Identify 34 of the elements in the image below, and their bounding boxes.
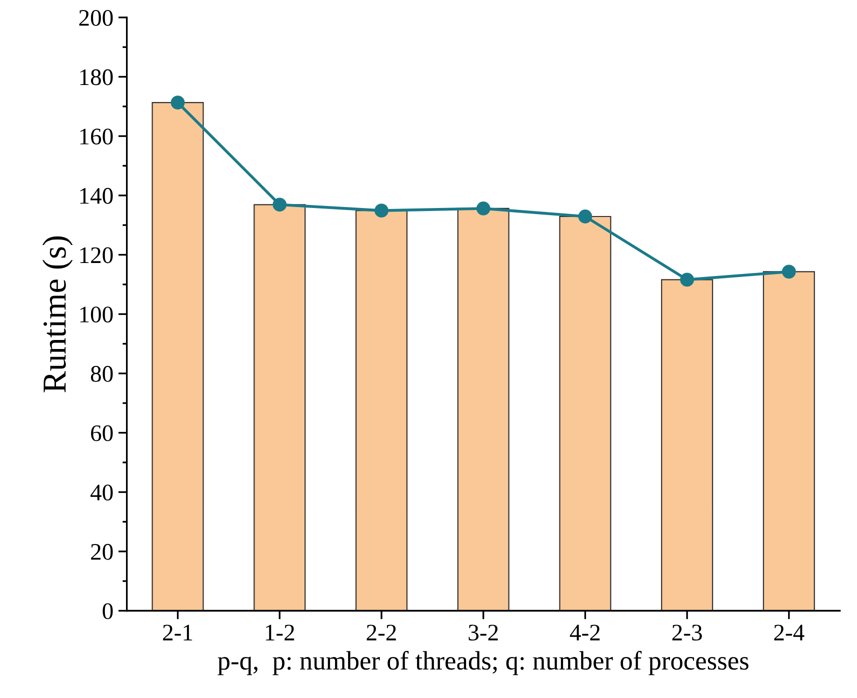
x-tick-label: 2-1 bbox=[163, 624, 192, 640]
bar bbox=[457, 208, 510, 611]
y-tick-label: 180 bbox=[80, 69, 113, 86]
y-tick-label: 0 bbox=[102, 603, 113, 620]
point bbox=[374, 204, 388, 218]
bar bbox=[762, 271, 815, 611]
y-axis-title: Runtime (s) bbox=[42, 236, 73, 392]
point bbox=[680, 272, 694, 287]
y-tick-label: 100 bbox=[80, 306, 113, 323]
point bbox=[476, 202, 490, 216]
x-tick-label: 2-2 bbox=[366, 624, 396, 640]
point bbox=[578, 210, 592, 224]
y-tick-label: 80 bbox=[90, 366, 113, 382]
point bbox=[272, 198, 287, 212]
y-tick-label: 200 bbox=[79, 10, 113, 26]
bar bbox=[559, 216, 612, 611]
x-axis-title: p-q, p: number of threads; q: number of processes bbox=[218, 650, 748, 676]
y-tick-label: 60 bbox=[91, 425, 113, 442]
bar bbox=[661, 279, 714, 611]
y-tick-label: 40 bbox=[90, 484, 113, 501]
x-tick-label: 3-2 bbox=[468, 624, 498, 641]
bar bbox=[152, 102, 204, 611]
x-tick-label: 4-2 bbox=[570, 624, 600, 640]
point bbox=[170, 96, 185, 110]
bar bbox=[254, 204, 306, 611]
x-tick-label: 1-2 bbox=[266, 624, 294, 640]
x-tick-label: 2-3 bbox=[672, 624, 702, 641]
x-tick-label: 2-4 bbox=[774, 624, 804, 640]
bar bbox=[355, 210, 408, 611]
y-tick-label: 140 bbox=[80, 188, 113, 204]
y-tick-label: 160 bbox=[80, 128, 113, 145]
y-tick-label: 120 bbox=[80, 247, 113, 264]
y-tick-label: 20 bbox=[91, 544, 113, 560]
point bbox=[782, 264, 796, 279]
